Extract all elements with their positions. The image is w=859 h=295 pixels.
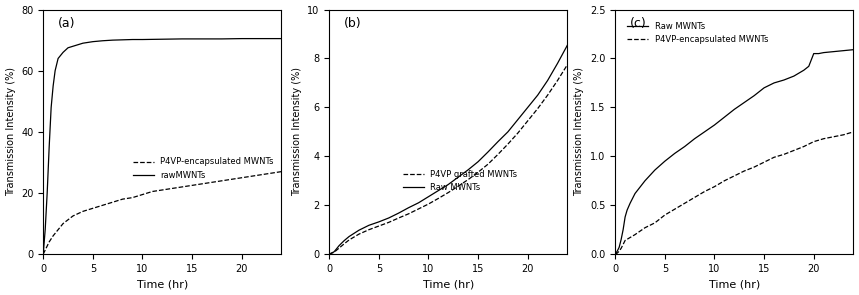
- Text: (a): (a): [58, 17, 75, 30]
- Legend: Raw MWNTs, P4VP-encapsulated MWNTs: Raw MWNTs, P4VP-encapsulated MWNTs: [624, 19, 771, 47]
- Y-axis label: Transmission Intensity (%): Transmission Intensity (%): [292, 67, 302, 196]
- Y-axis label: Transmission Intensity (%): Transmission Intensity (%): [575, 67, 584, 196]
- X-axis label: Time (hr): Time (hr): [423, 279, 474, 289]
- Y-axis label: Transmission Intensity (%): Transmission Intensity (%): [5, 67, 15, 196]
- Legend: P4VP-encapsulated MWNTs, rawMWNTs: P4VP-encapsulated MWNTs, rawMWNTs: [130, 154, 277, 183]
- Text: (b): (b): [344, 17, 361, 30]
- Text: (c): (c): [630, 17, 646, 30]
- Legend: P4VP grafted MWNTs, Raw MWNTs: P4VP grafted MWNTs, Raw MWNTs: [399, 166, 521, 195]
- X-axis label: Time (hr): Time (hr): [709, 279, 760, 289]
- X-axis label: Time (hr): Time (hr): [137, 279, 188, 289]
